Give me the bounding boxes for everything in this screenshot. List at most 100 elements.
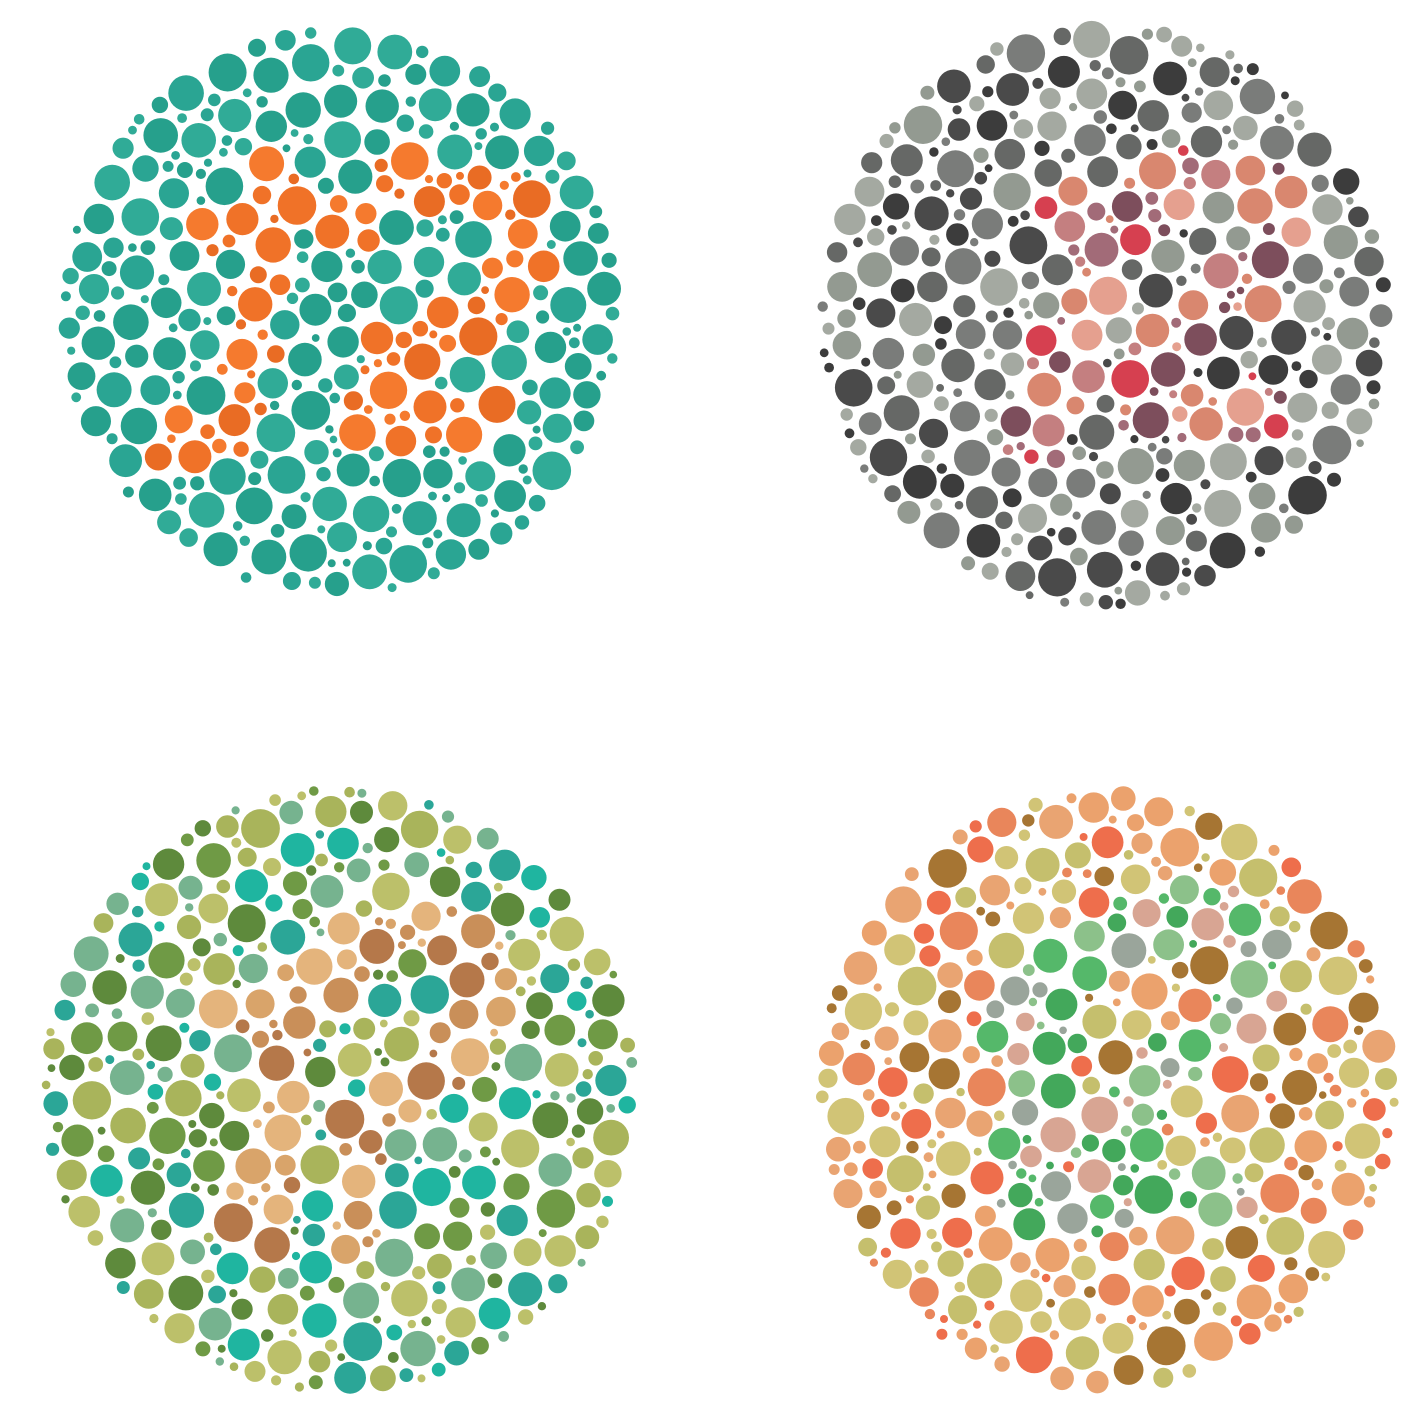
background-dot (188, 1129, 207, 1148)
background-dot (410, 975, 449, 1014)
background-dot (871, 215, 882, 227)
figure-dot (1203, 253, 1239, 289)
background-dot (853, 1140, 866, 1154)
background-dot (1060, 597, 1070, 607)
background-dot (379, 210, 414, 245)
figure-dot (1032, 1031, 1066, 1065)
figure-dot (495, 313, 508, 326)
background-dot (1015, 1336, 1053, 1374)
background-dot (934, 316, 952, 335)
background-dot (935, 1097, 966, 1129)
background-dot (132, 1048, 145, 1061)
figure-dot (1111, 191, 1143, 222)
figure-dot (385, 918, 396, 929)
figure-dot (494, 277, 530, 313)
background-dot (338, 159, 373, 194)
background-dot (1211, 1056, 1249, 1093)
background-dot (412, 1167, 451, 1207)
figure-dot (1160, 1058, 1180, 1078)
figure-dot (255, 227, 291, 263)
background-dot (852, 297, 866, 311)
background-dot (620, 1037, 635, 1053)
background-dot (954, 1281, 966, 1293)
background-dot (532, 1090, 541, 1099)
background-dot (905, 1195, 914, 1204)
background-dot (592, 984, 625, 1017)
background-dot (966, 1110, 993, 1137)
background-dot (1089, 60, 1101, 72)
background-dot (979, 875, 1010, 906)
background-dot (862, 1089, 875, 1101)
background-dot (208, 1285, 227, 1304)
background-dot (532, 451, 572, 491)
background-dot (1139, 273, 1173, 308)
background-dot (263, 858, 281, 876)
background-dot (439, 1093, 469, 1123)
background-dot (966, 486, 998, 519)
figure-dot (472, 190, 503, 221)
background-dot (607, 353, 618, 364)
figure-dot (372, 1229, 381, 1238)
background-dot (489, 849, 521, 881)
background-dot (400, 810, 439, 849)
figure-dot (264, 1114, 302, 1152)
background-dot (1292, 253, 1323, 284)
background-dot (917, 271, 948, 303)
background-dot (576, 1183, 601, 1208)
background-dot (421, 1316, 432, 1327)
background-dot (1192, 503, 1202, 513)
background-dot (1338, 1057, 1370, 1088)
figure-dot (234, 382, 256, 404)
background-dot (980, 268, 1018, 306)
background-dot (1176, 582, 1191, 596)
background-dot (1170, 1085, 1203, 1118)
background-dot (987, 807, 1017, 837)
background-dot (844, 428, 855, 439)
background-dot (445, 1307, 476, 1338)
background-dot (913, 1083, 934, 1104)
figure-dot (1033, 938, 1068, 973)
background-dot (355, 900, 373, 917)
background-dot (465, 861, 482, 879)
background-dot (379, 286, 418, 325)
background-dot (375, 1238, 414, 1277)
background-dot (379, 1019, 388, 1028)
background-dot (1288, 475, 1327, 515)
figure-dot (283, 1176, 301, 1194)
background-dot (885, 886, 922, 923)
background-dot (291, 379, 302, 391)
figure-dot (1180, 384, 1204, 407)
background-dot (67, 362, 96, 390)
figure-dot (507, 219, 538, 249)
background-dot (265, 894, 283, 912)
figure-dot (235, 1019, 250, 1034)
background-dot (1018, 503, 1047, 533)
figure-dot (254, 402, 267, 416)
background-dot (942, 1217, 973, 1248)
figure-dot (1266, 990, 1288, 1012)
background-dot (1298, 1107, 1313, 1121)
background-dot (818, 1068, 838, 1088)
background-dot (1282, 280, 1296, 294)
background-dot (1027, 535, 1053, 561)
background-dot (316, 467, 331, 482)
background-dot (544, 1235, 576, 1267)
figure-dot (1120, 404, 1132, 416)
background-dot (490, 122, 499, 132)
background-dot (1130, 435, 1139, 444)
background-dot (568, 337, 580, 349)
background-dot (286, 292, 299, 304)
background-dot (149, 1313, 159, 1324)
background-dot (81, 326, 115, 360)
background-dot (872, 337, 905, 370)
background-dot (329, 435, 338, 444)
background-dot (626, 1057, 638, 1068)
background-dot (270, 310, 300, 340)
background-dot (478, 1297, 511, 1330)
background-dot (1064, 842, 1091, 869)
figure-dot (1072, 956, 1107, 991)
background-dot (244, 1360, 266, 1382)
background-dot (949, 401, 980, 432)
figure-dot (1066, 396, 1085, 415)
background-dot (72, 1081, 112, 1120)
